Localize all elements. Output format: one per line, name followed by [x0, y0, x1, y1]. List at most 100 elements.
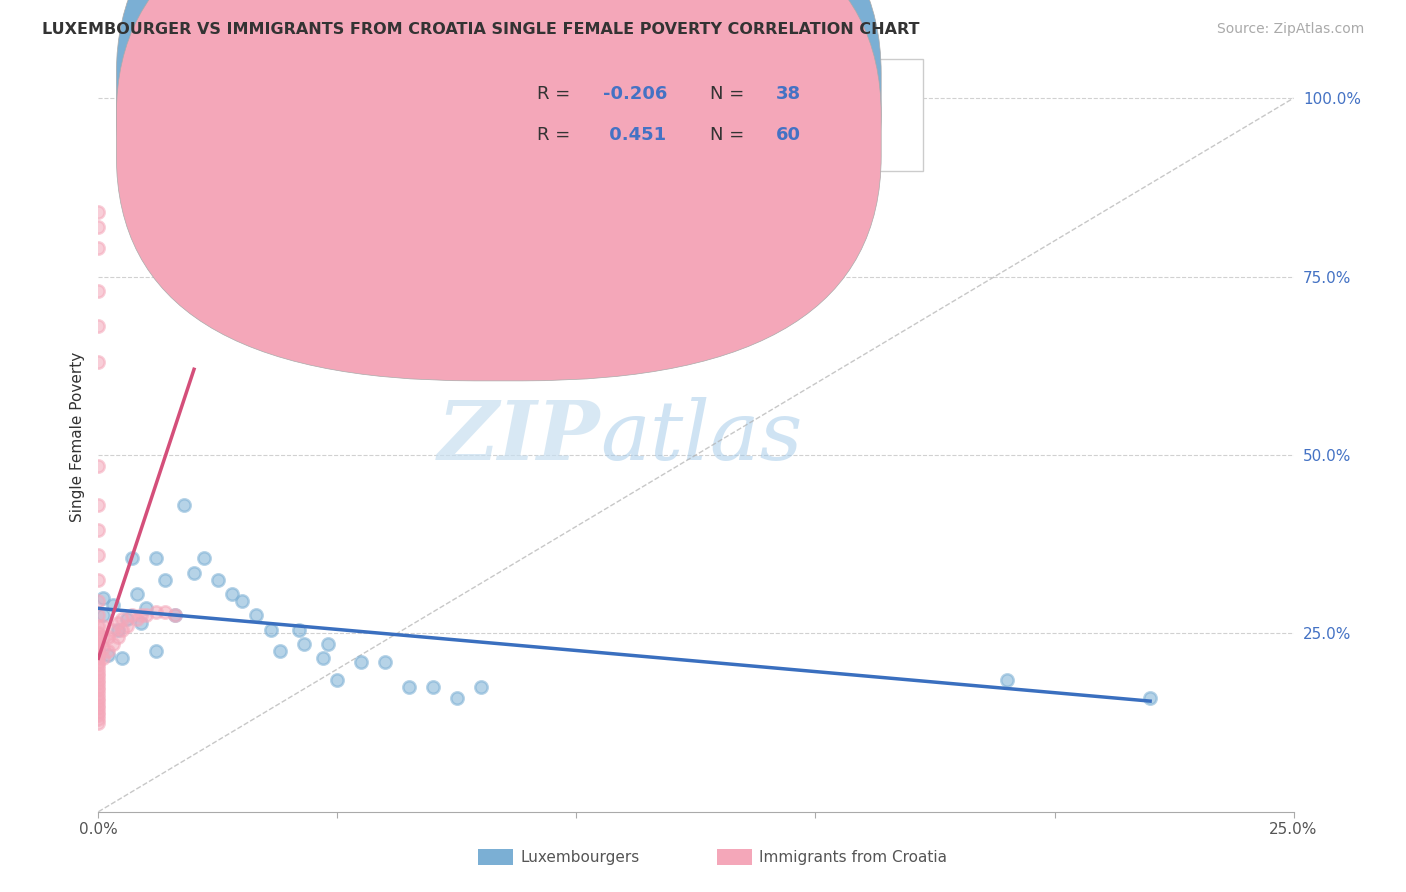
Point — [1139, 690, 1161, 705]
Point — [87, 644, 110, 658]
Point — [163, 608, 186, 623]
Point — [155, 605, 177, 619]
Point — [121, 551, 143, 566]
Point — [87, 655, 110, 669]
Text: N =: N = — [710, 127, 751, 145]
Point — [422, 680, 444, 694]
Point — [87, 683, 110, 698]
FancyBboxPatch shape — [117, 0, 882, 381]
Text: 60: 60 — [776, 127, 801, 145]
Point — [87, 573, 110, 587]
Point — [111, 612, 134, 626]
Text: N =: N = — [710, 86, 751, 103]
Point — [231, 594, 253, 608]
Point — [155, 573, 177, 587]
Text: Source: ZipAtlas.com: Source: ZipAtlas.com — [1216, 22, 1364, 37]
Point — [245, 608, 267, 623]
Point — [131, 615, 153, 630]
Point — [446, 690, 468, 705]
Text: LUXEMBOURGER VS IMMIGRANTS FROM CROATIA SINGLE FEMALE POVERTY CORRELATION CHART: LUXEMBOURGER VS IMMIGRANTS FROM CROATIA … — [42, 22, 920, 37]
Point — [221, 587, 243, 601]
Point — [125, 612, 148, 626]
Point — [107, 615, 129, 630]
Point — [87, 665, 110, 680]
Point — [87, 594, 110, 608]
Y-axis label: Single Female Poverty: Single Female Poverty — [69, 352, 84, 522]
Point — [87, 715, 110, 730]
FancyBboxPatch shape — [117, 0, 882, 340]
Point — [87, 458, 110, 473]
Point — [87, 676, 110, 690]
Point — [135, 601, 157, 615]
Point — [87, 548, 110, 562]
Point — [470, 680, 492, 694]
Point — [131, 608, 153, 623]
Text: 38: 38 — [776, 86, 801, 103]
Point — [91, 608, 114, 623]
Point — [288, 623, 311, 637]
Point — [269, 644, 291, 658]
Text: ZIP: ZIP — [437, 397, 600, 477]
Point — [87, 205, 110, 219]
Point — [107, 630, 129, 644]
Point — [145, 551, 167, 566]
Point — [97, 630, 120, 644]
Point — [121, 608, 143, 623]
Point — [101, 637, 124, 651]
Point — [87, 498, 110, 512]
Point — [111, 651, 134, 665]
Text: Luxembourgers: Luxembourgers — [520, 850, 640, 864]
Point — [87, 648, 110, 662]
Point — [87, 633, 110, 648]
Point — [107, 623, 129, 637]
Point — [87, 319, 110, 334]
Text: 0.451: 0.451 — [603, 127, 666, 145]
Point — [87, 644, 110, 658]
Point — [115, 619, 138, 633]
Point — [91, 630, 114, 644]
Point — [87, 690, 110, 705]
Point — [111, 623, 134, 637]
Point — [87, 630, 110, 644]
Point — [87, 219, 110, 234]
Point — [374, 655, 396, 669]
Point — [292, 637, 315, 651]
Point — [87, 701, 110, 715]
Point — [91, 591, 114, 605]
Text: Immigrants from Croatia: Immigrants from Croatia — [759, 850, 948, 864]
Point — [312, 651, 335, 665]
Point — [350, 655, 373, 669]
Point — [995, 673, 1018, 687]
Point — [316, 637, 339, 651]
Text: atlas: atlas — [600, 397, 803, 477]
Text: -0.206: -0.206 — [603, 86, 666, 103]
Point — [87, 680, 110, 694]
Point — [115, 612, 138, 626]
Point — [87, 698, 110, 712]
Point — [91, 640, 114, 655]
Text: R =: R = — [537, 86, 576, 103]
Point — [97, 648, 120, 662]
Point — [259, 623, 281, 637]
Point — [87, 608, 110, 623]
Point — [87, 637, 110, 651]
Point — [173, 498, 195, 512]
Point — [87, 619, 110, 633]
Point — [145, 605, 167, 619]
Point — [326, 673, 349, 687]
Point — [87, 687, 110, 701]
Point — [87, 673, 110, 687]
Point — [145, 644, 167, 658]
Point — [193, 551, 215, 566]
Point — [87, 355, 110, 369]
Point — [101, 623, 124, 637]
Point — [87, 523, 110, 537]
Point — [87, 241, 110, 255]
Text: R =: R = — [537, 127, 576, 145]
Point — [87, 705, 110, 719]
Point — [101, 598, 124, 612]
Point — [87, 708, 110, 723]
Point — [125, 587, 148, 601]
Point — [135, 608, 157, 623]
Point — [91, 619, 114, 633]
